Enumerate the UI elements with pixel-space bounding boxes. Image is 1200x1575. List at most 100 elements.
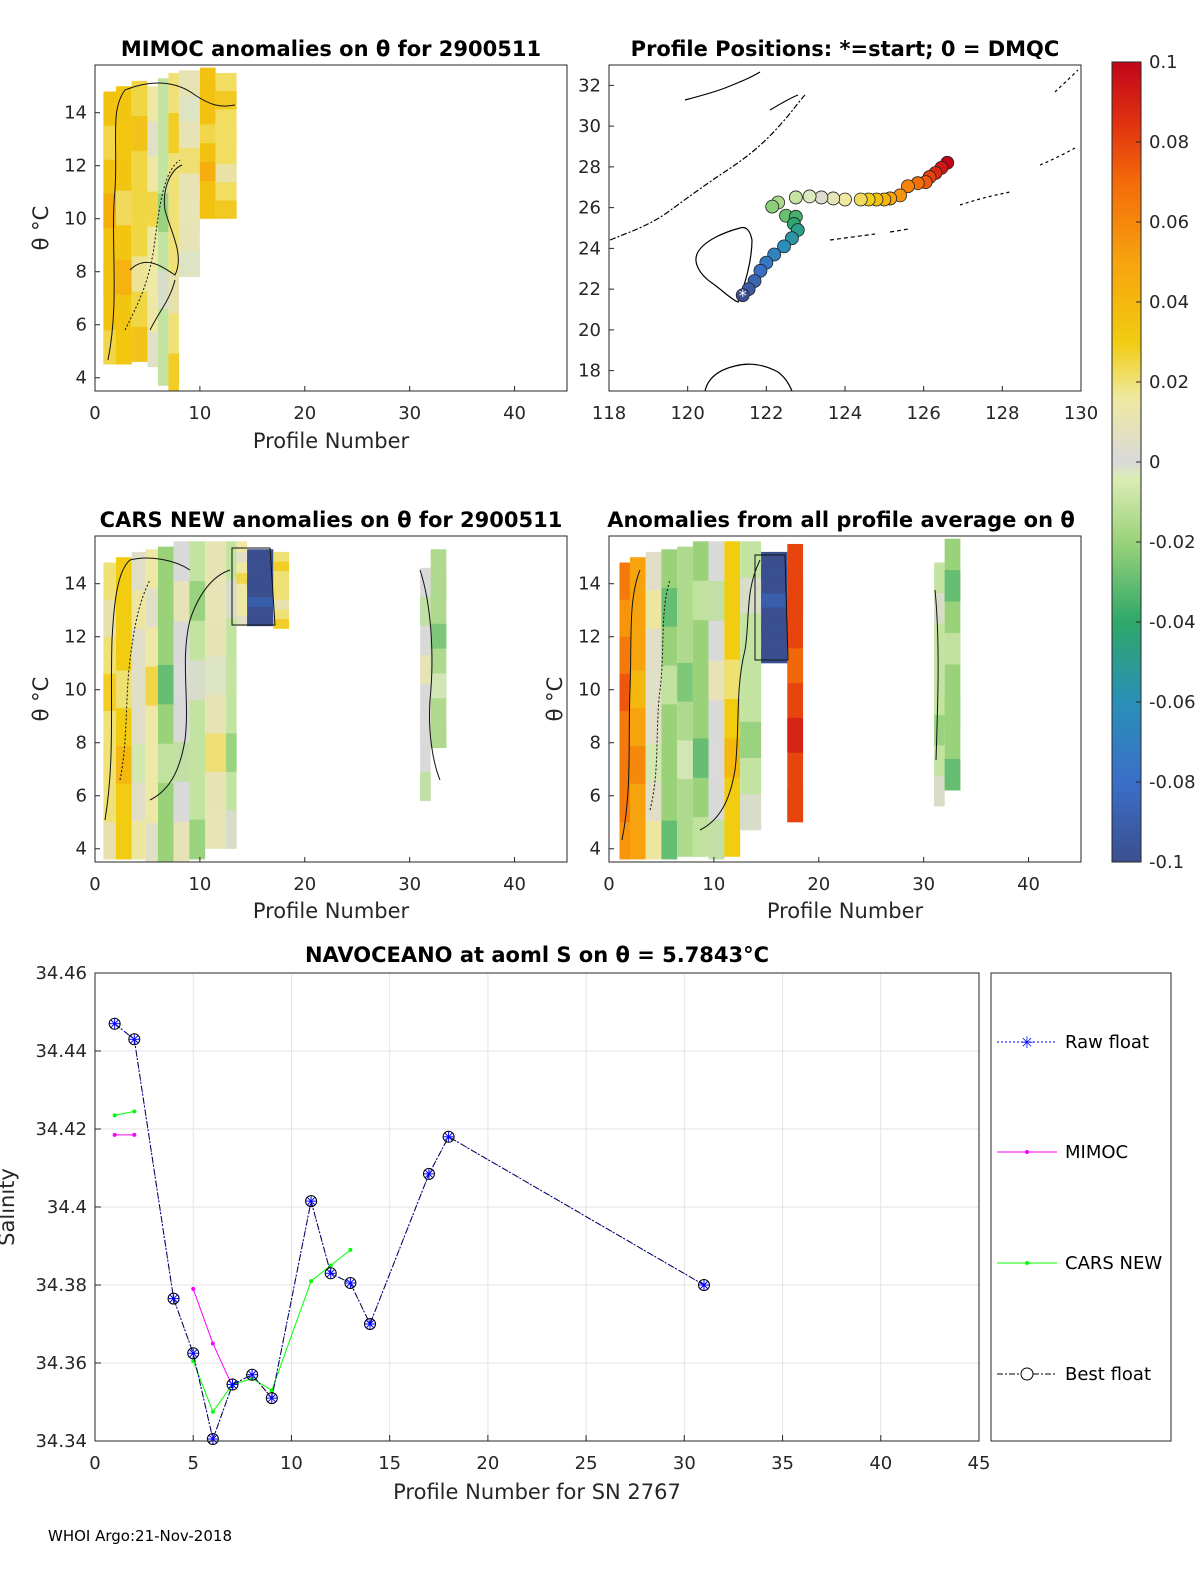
p3-cell-band-13-2 — [430, 623, 447, 649]
mimoc-point-1-1 — [210, 1341, 215, 1346]
mimoc-x-ticks: 0 10 20 30 40 — [89, 386, 526, 424]
p4-cell-band-3-2 — [661, 665, 678, 705]
p4-cell-band-1-2 — [629, 670, 646, 709]
raw-float-point-12-arm-3 — [425, 1169, 433, 1178]
start-marker-icon: * — [739, 286, 747, 305]
p4-ytick-label-0: 4 — [590, 839, 601, 860]
p4-cell-band-9-3 — [761, 565, 788, 580]
raw-float-point-12 — [423, 1168, 434, 1179]
p1-ytick-label-3: 10 — [64, 209, 87, 230]
p3-cell-band-10-2 — [247, 578, 274, 588]
p2-ytick-label-2: 22 — [578, 279, 601, 300]
p2-ytick-label-7: 32 — [578, 75, 601, 96]
p3-cell-band-13-1 — [430, 673, 447, 699]
legend-raw-float: ✳ Raw float — [997, 1032, 1149, 1053]
p4-cell-band-8-2 — [740, 649, 762, 686]
p2-xtick-label-2: 122 — [749, 403, 783, 424]
profile-marker-7 — [777, 239, 791, 254]
cars-axes-box — [94, 535, 568, 863]
colorbar-tick-label-5: 0 — [1149, 452, 1160, 473]
colorbar-tick-label-2: 0.06 — [1149, 212, 1189, 233]
p3-cell-band-7-1 — [205, 733, 227, 772]
coastline-ryukyu — [829, 228, 909, 241]
p4-cell-band-10-0 — [787, 787, 804, 823]
profile-positions: * — [735, 155, 955, 305]
cars-ylabel: θ °C — [29, 677, 53, 722]
average-cells — [619, 538, 961, 860]
p2-xtick-label-1: 120 — [670, 403, 704, 424]
p4-cell-band-11-1 — [934, 714, 945, 746]
mimoc-ylabel: θ °C — [29, 206, 53, 251]
p1-xtick-label-0: 0 — [89, 403, 100, 424]
cars-title: CARS NEW anomalies on θ for 2900511 — [100, 508, 563, 532]
p4-cell-band-11-2 — [934, 653, 945, 685]
p4-xtick-label-1: 10 — [702, 874, 725, 895]
p3-cell-band-0-1 — [103, 748, 116, 786]
p3-cell-band-13-3 — [430, 574, 447, 599]
salinity-title: NAVOCEANO at aoml S on θ = 5.7843°C — [305, 943, 769, 967]
p1-cell-band-2-3 — [131, 116, 148, 152]
p2-ytick-label-5: 28 — [578, 157, 601, 178]
best-float-point-8 — [305, 1195, 318, 1208]
raw-float-point-2 — [168, 1293, 179, 1304]
p1-cell-band-5-2 — [168, 193, 179, 234]
colorbar-ticks: 0.1 0.08 0.06 0.04 0.02 0 -0.02 -0.04 -0.06 -0.08… — [1136, 52, 1196, 873]
p4-cell-band-6-3 — [708, 581, 725, 621]
average-x-ticks: 0 10 20 30 40 — [603, 857, 1040, 895]
p4-cell-band-9-0 — [761, 649, 788, 664]
coastline-taiwan — [695, 226, 753, 303]
p1-cell-band-8-0 — [215, 200, 237, 219]
p3-cell-band-2-0 — [131, 820, 146, 860]
p1-cell-band-1-2 — [115, 190, 132, 226]
p4-cell-band-7-1 — [724, 738, 741, 778]
raw-float-point-0 — [109, 1018, 120, 1029]
p3-cell-band-5-2 — [173, 661, 190, 702]
cars-point-0-0 — [112, 1113, 117, 1118]
p1-cell-band-2-2 — [131, 186, 148, 222]
salinity-xtick-label-2: 10 — [280, 1453, 303, 1474]
salinity-ytick-label-1: 34.36 — [35, 1353, 87, 1374]
p1-ytick-label-4: 12 — [64, 156, 87, 177]
mimoc-point-0-1 — [132, 1132, 137, 1137]
p1-cell-band-0-2 — [103, 193, 116, 228]
legend-cars-new: CARS NEW — [997, 1253, 1162, 1274]
p3-cell-band-5-3 — [173, 581, 190, 622]
raw-float-point-8 — [306, 1196, 317, 1207]
raw-float-point-9-arm-3 — [326, 1269, 335, 1278]
p2-xtick-label-3: 124 — [828, 403, 862, 424]
p3-cell-band-1-3 — [115, 594, 132, 633]
p4-cell-band-0-0 — [619, 822, 630, 860]
raw-float-point-10-arm-3 — [346, 1279, 355, 1288]
raw-float-point-5 — [227, 1379, 238, 1390]
p4-cell-band-5-3 — [692, 580, 709, 621]
best-float-point-3 — [187, 1347, 200, 1360]
cars-point-0-1 — [132, 1109, 137, 1114]
salinity-xtick-label-0: 0 — [89, 1453, 100, 1474]
p3-cell-band-11-1 — [273, 599, 290, 610]
p3-xtick-label-0: 0 — [89, 874, 100, 895]
salinity-x-ticks: 0 5 10 15 20 25 30 35 40 45 — [89, 1435, 990, 1474]
p4-cell-band-11-0 — [934, 775, 945, 807]
coastline-korea-japan — [684, 71, 799, 111]
legend-mimoc-dot — [1025, 1150, 1029, 1154]
p4-cell-band-2-1 — [645, 744, 662, 783]
profile-marker-18 — [826, 191, 841, 206]
best-float-point-2 — [167, 1292, 180, 1305]
positions-x-ticks: 118 120 122 124 126 128 130 — [592, 386, 1098, 424]
p1-cell-band-0-3 — [103, 125, 116, 160]
raw-float-point-0-arm-3 — [110, 1019, 119, 1028]
colorbar-tick-label-8: -0.06 — [1149, 692, 1196, 713]
profile-marker-19 — [838, 192, 852, 207]
p1-cell-band-6-3 — [178, 96, 200, 122]
p1-xtick-label-4: 40 — [503, 403, 526, 424]
p1-cell-band-1-0 — [115, 329, 132, 365]
best-float-point-1 — [128, 1033, 141, 1046]
p4-cell-band-7-2 — [724, 659, 741, 699]
raw-float-point-9 — [325, 1268, 336, 1279]
raw-float-point-14 — [698, 1280, 709, 1290]
p1-cell-band-4-0 — [157, 347, 169, 386]
p3-cell-band-6-1 — [189, 740, 206, 780]
p3-cell-band-4-3 — [157, 586, 174, 626]
cars-line-1 — [192, 1249, 351, 1413]
p1-cell-band-5-1 — [168, 273, 179, 314]
